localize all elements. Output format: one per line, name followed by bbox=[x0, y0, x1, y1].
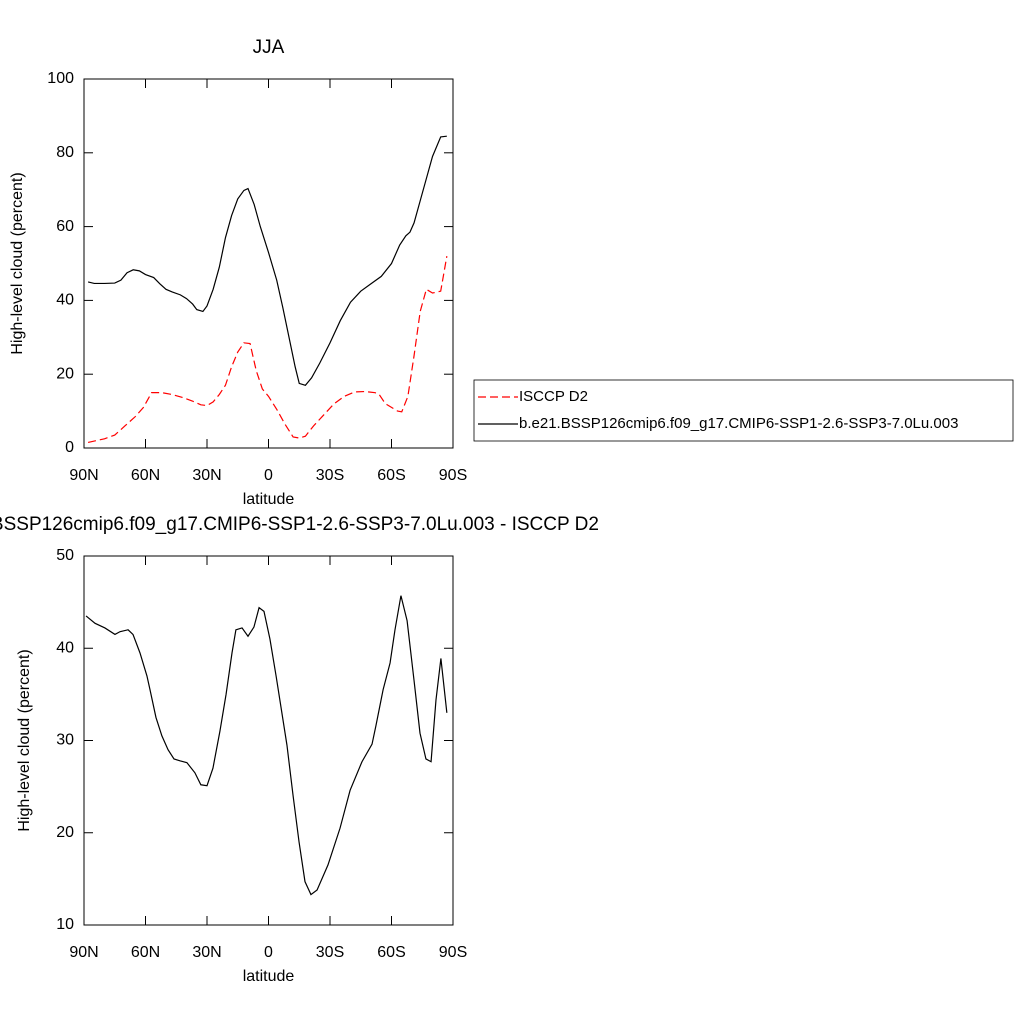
x-tick-label: 90S bbox=[439, 467, 467, 484]
x-tick-label: 30N bbox=[192, 467, 221, 484]
chart-title: JJA bbox=[253, 37, 285, 58]
y-axis-label: High-level cloud (percent) bbox=[16, 649, 33, 831]
y-tick-label: 20 bbox=[56, 365, 74, 382]
x-tick-label: 60S bbox=[377, 944, 405, 961]
legend-label: ISCCP D2 bbox=[519, 388, 588, 405]
y-tick-label: 60 bbox=[56, 218, 74, 235]
x-axis-label: latitude bbox=[243, 491, 295, 508]
x-tick-label: 90N bbox=[69, 944, 98, 961]
y-tick-label: 100 bbox=[47, 70, 74, 87]
x-tick-label: 30S bbox=[316, 944, 344, 961]
y-tick-label: 40 bbox=[56, 292, 74, 309]
x-tick-label: 90S bbox=[439, 944, 467, 961]
y-tick-label: 40 bbox=[56, 639, 74, 656]
y-tick-label: 0 bbox=[65, 439, 74, 456]
x-tick-label: 60S bbox=[377, 467, 405, 484]
x-tick-label: 30N bbox=[192, 944, 221, 961]
x-tick-label: 60N bbox=[131, 944, 160, 961]
y-tick-label: 10 bbox=[56, 916, 74, 933]
y-tick-label: 50 bbox=[56, 547, 74, 564]
x-tick-label: 30S bbox=[316, 467, 344, 484]
x-tick-label: 60N bbox=[131, 467, 160, 484]
y-tick-label: 80 bbox=[56, 144, 74, 161]
y-tick-label: 30 bbox=[56, 732, 74, 749]
x-tick-label: 90N bbox=[69, 467, 98, 484]
chart-title: b.e21.BSSP126cmip6.f09_g17.CMIP6-SSP1-2.… bbox=[0, 514, 599, 535]
series-line bbox=[85, 595, 448, 896]
legend-label: b.e21.BSSP126cmip6.f09_g17.CMIP6-SSP1-2.… bbox=[519, 415, 958, 432]
x-tick-label: 0 bbox=[264, 467, 273, 484]
series-line bbox=[87, 135, 447, 386]
legend-box bbox=[473, 379, 1014, 442]
plot-frame bbox=[83, 78, 454, 449]
y-tick-label: 20 bbox=[56, 824, 74, 841]
series-line bbox=[87, 256, 448, 444]
x-tick-label: 0 bbox=[264, 944, 273, 961]
x-axis-label: latitude bbox=[243, 968, 295, 985]
y-axis-label: High-level cloud (percent) bbox=[9, 172, 26, 354]
